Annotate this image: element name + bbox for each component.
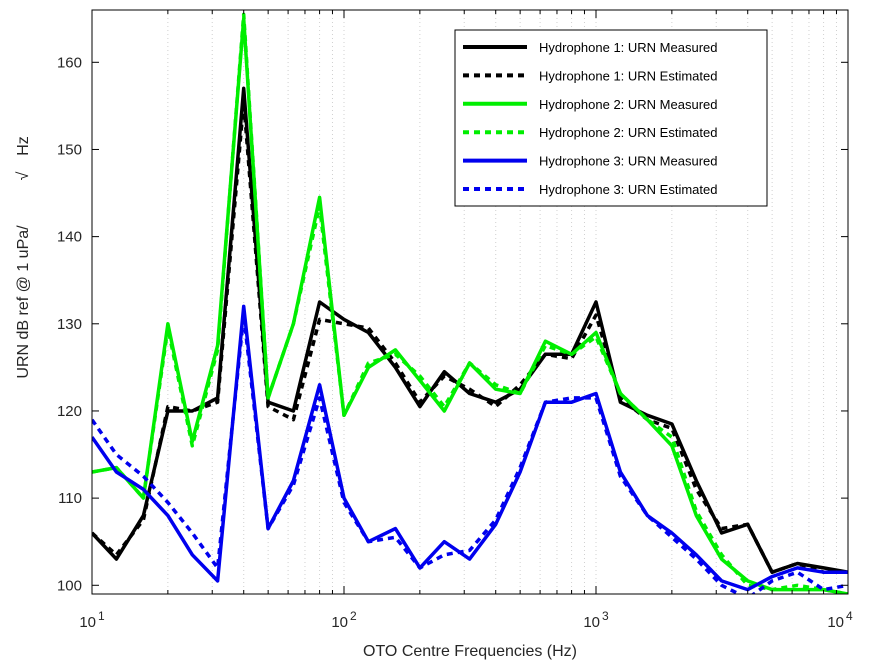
- legend-label-3: Hydrophone 2: URN Measured: [539, 97, 717, 112]
- legend-label-4: Hydrophone 2: URN Estimated: [539, 125, 717, 140]
- series-line-5: [92, 304, 848, 592]
- y-axis-label: URN dB ref @ 1 uPa/ √ Hz: [15, 136, 32, 378]
- y-tick-label: 100: [57, 577, 82, 594]
- y-tick-label: 120: [57, 403, 82, 420]
- legend-label-1: Hydrophone 1: URN Measured: [539, 40, 717, 55]
- y-axis-label-sqrt: √: [15, 171, 32, 180]
- legend-label-6: Hydrophone 3: URN Estimated: [539, 182, 717, 197]
- y-tick-label: 130: [57, 316, 82, 333]
- y-axis-label-main: URN dB ref @ 1 uPa/: [15, 225, 32, 379]
- x-tick-label: 10 3: [583, 609, 609, 631]
- series-lines: [92, 12, 848, 594]
- y-tick-label: 160: [57, 54, 82, 71]
- y-tick-label: 110: [58, 490, 82, 507]
- x-tick-label: 10 4: [827, 609, 853, 631]
- legend-box: [454, 29, 768, 207]
- series-line-1: [92, 86, 848, 574]
- x-tick-label: 10 2: [331, 609, 357, 631]
- x-tick-label: 10 1: [79, 609, 105, 631]
- y-tick-label: 150: [57, 141, 82, 158]
- y-tick-label: 140: [57, 229, 82, 246]
- plot-frame: [91, 9, 849, 595]
- axes: 100 110 120 130 140 150 160 10 1 10 2 10 3 10 4: [57, 10, 853, 631]
- x-axis-label: OTO Centre Frequencies (Hz): [363, 643, 577, 660]
- series-line-2: [92, 99, 848, 574]
- series-line-6: [92, 313, 848, 594]
- y-axis-label-unit: Hz: [15, 136, 32, 156]
- legend-label-5: Hydrophone 3: URN Measured: [539, 154, 717, 169]
- legend-label-2: Hydrophone 1: URN Estimated: [539, 68, 717, 83]
- legend: Hydrophone 1: URN Measured Hydrophone 1: …: [454, 29, 768, 207]
- series-line-4: [92, 12, 848, 594]
